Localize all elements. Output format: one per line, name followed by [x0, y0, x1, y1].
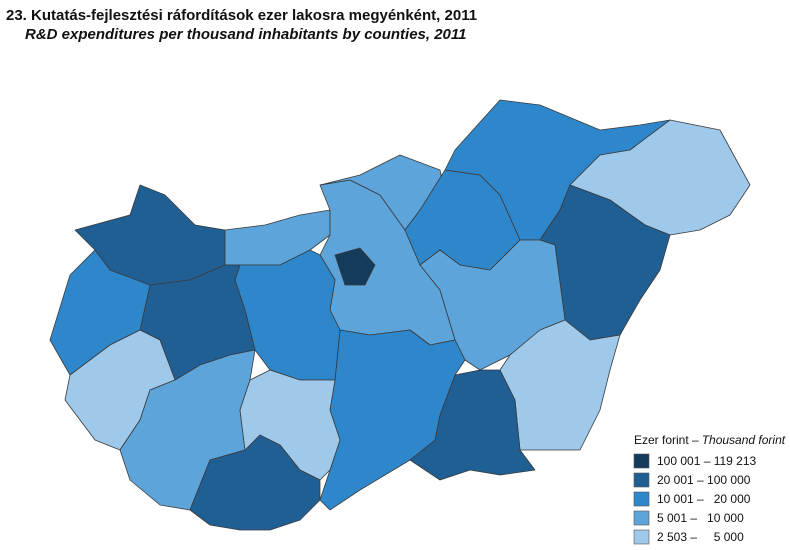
- legend-label: 10 001 – 20 000: [657, 492, 751, 506]
- legend-title-hu: Ezer forint –: [634, 433, 699, 447]
- legend-title-en: Thousand forint: [702, 433, 786, 447]
- map: [49, 99, 751, 531]
- legend-swatch: [633, 491, 650, 507]
- legend-title: Ezer forint – Thousand forint: [634, 433, 786, 447]
- capital: [334, 247, 376, 286]
- legend-swatch: [633, 453, 650, 469]
- legend-swatch: [633, 510, 650, 526]
- legend-label: 100 001 – 119 213: [657, 454, 757, 468]
- map-subtitle: R&D expenditures per thousand inhabitant…: [25, 26, 466, 43]
- map-title: 23. Kutatás-fejlesztési ráfordítások eze…: [6, 7, 477, 24]
- legend: Ezer forint – Thousand forint 100 001 – 1…: [633, 433, 786, 545]
- county: [189, 434, 321, 531]
- legend-label: 2 503 – 5 000: [657, 530, 744, 544]
- legend-swatch: [633, 529, 650, 545]
- legend-items: 100 001 – 119 213 20 001 – 100 000 10 001 …: [633, 453, 757, 545]
- legend-label: 5 001 – 10 000: [657, 511, 744, 525]
- legend-label: 20 001 – 100 000: [657, 473, 751, 487]
- legend-swatch: [633, 472, 650, 488]
